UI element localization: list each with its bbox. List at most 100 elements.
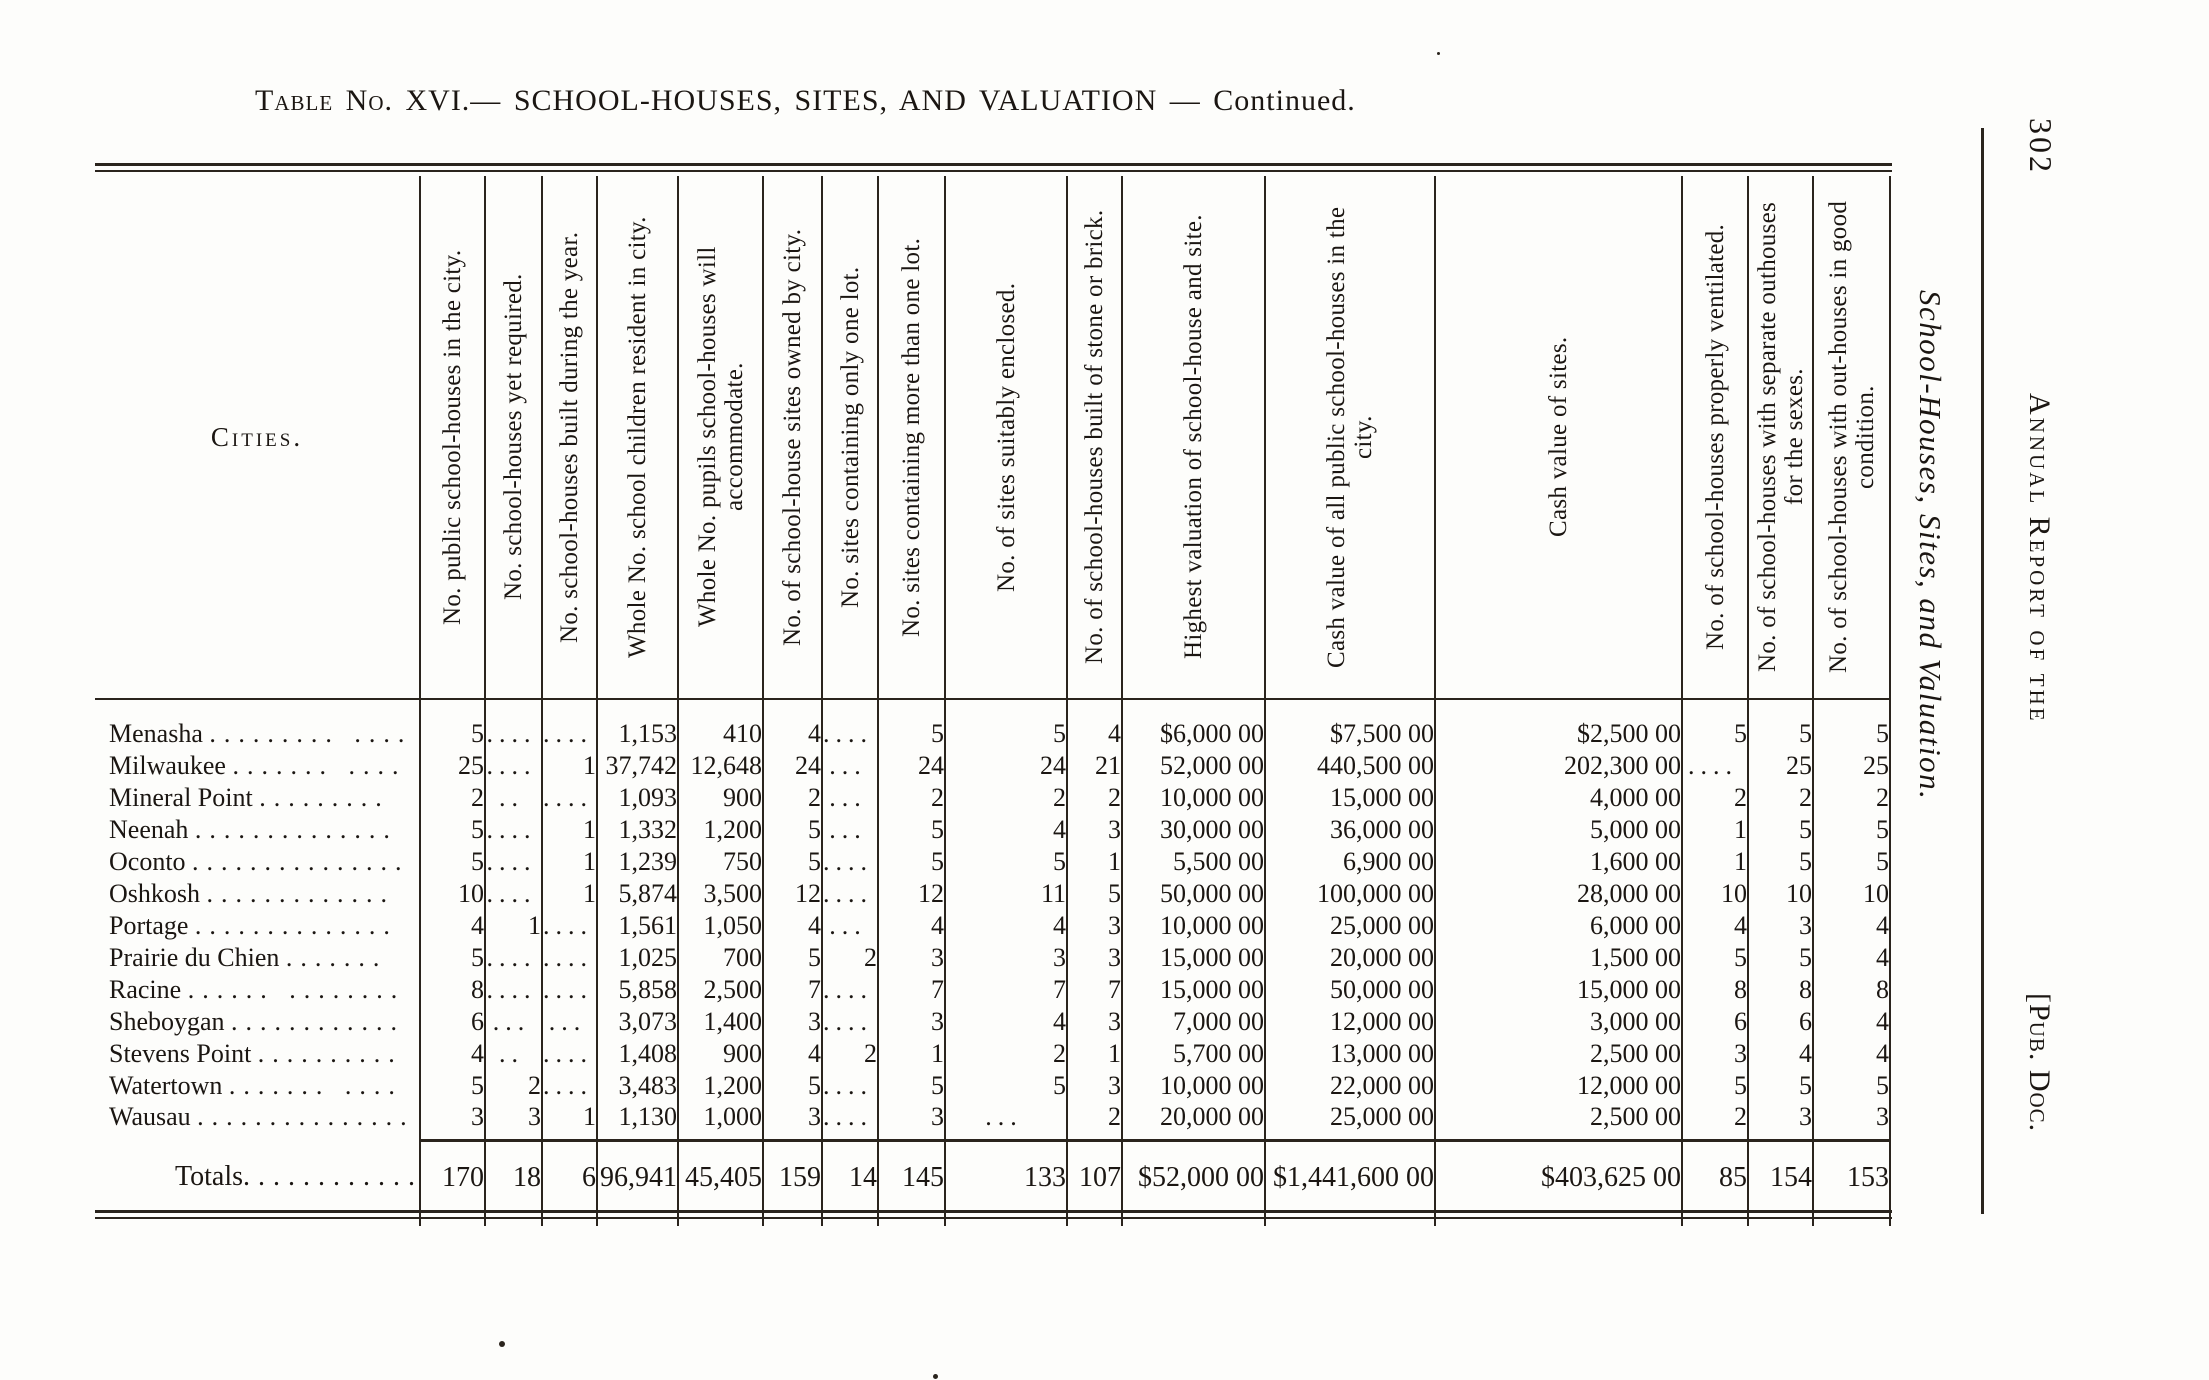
- table-cell: ...: [821, 812, 878, 844]
- table-cell: 5,874: [596, 876, 678, 908]
- table-cell: 1,130: [596, 1100, 678, 1141]
- table-cell: 10: [1681, 876, 1748, 908]
- header-row: Cities. No. public school-houses in the …: [95, 176, 1891, 700]
- table-cell: 1,500 00: [1434, 940, 1682, 972]
- table-cell: 1,400: [677, 1004, 763, 1036]
- city-name: Milwaukee: [109, 751, 226, 780]
- table-cell: 3: [1066, 812, 1122, 844]
- title-prefix: Table No. XVI.—: [255, 84, 502, 117]
- column-header-text: Highest valuation of school-house and si…: [1180, 214, 1207, 660]
- table-cell: 4: [944, 1004, 1067, 1036]
- margin-divider-rule: [1981, 128, 1984, 1214]
- table-cell: 6,900 00: [1264, 844, 1435, 876]
- table-cell: 3,073: [596, 1004, 678, 1036]
- table-cell: 5: [762, 812, 822, 844]
- totals-cell: $1,441,600 00: [1264, 1139, 1435, 1226]
- table-cell: 5: [1812, 844, 1891, 876]
- table-cell: 1,093: [596, 780, 678, 812]
- city-cell: Stevens Point ..........: [95, 1036, 420, 1068]
- city-name: Watertown: [109, 1071, 223, 1100]
- table-cell: 6: [1681, 1004, 1748, 1036]
- column-header-text: No. of school-house sites owned by city.: [779, 228, 806, 646]
- city-cell: Menasha ......... ....: [95, 699, 420, 748]
- table-cell: 3: [419, 1100, 485, 1141]
- table-cell: 5: [762, 940, 822, 972]
- table-cell: 12,000 00: [1434, 1068, 1682, 1100]
- column-header: No. sites containing more than one lot.: [877, 176, 945, 700]
- table-cell: 750: [677, 844, 763, 876]
- table-cell: 5: [1812, 812, 1891, 844]
- table-cell: 1,200: [677, 812, 763, 844]
- table-cell: 1,025: [596, 940, 678, 972]
- table-cell: 8: [1681, 972, 1748, 1004]
- table-cell: 2: [1681, 1100, 1748, 1141]
- table-cell: 4: [1812, 940, 1891, 972]
- leader-dots: ....... ....: [228, 1071, 403, 1100]
- table-cell: 2: [1066, 1100, 1122, 1141]
- running-head: Annual Report of the: [2023, 393, 2056, 724]
- table-cell: 410: [677, 699, 763, 748]
- title-main: SCHOOL-HOUSES, SITES, AND VALUATION: [501, 84, 1170, 117]
- city-name: Portage: [109, 911, 189, 940]
- table-row: Stevens Point .......... 4...... 1,408 900 4…: [95, 1036, 1891, 1068]
- table-cell: $7,500 00: [1264, 699, 1435, 748]
- table-cell: 25,000 00: [1264, 1100, 1435, 1141]
- table-cell: 11: [944, 876, 1067, 908]
- leader-dots: .............: [206, 879, 396, 908]
- table-cell: 900: [677, 1036, 763, 1068]
- table-cell: 50,000 00: [1264, 972, 1435, 1004]
- table-cell: $6,000 00: [1121, 699, 1265, 748]
- report-table: Cities. No. public school-houses in the …: [95, 176, 1891, 1226]
- table-cell: 3: [1066, 1068, 1122, 1100]
- column-header-text: Whole No. school children resident in ci…: [624, 216, 651, 658]
- table-cell: 1: [541, 748, 597, 780]
- table-cell: 5: [1747, 699, 1813, 748]
- table-cell: 5: [1747, 940, 1813, 972]
- table-cell: 8: [1747, 972, 1813, 1004]
- scan-speck: [1437, 52, 1440, 55]
- table-cell: 7: [762, 972, 822, 1004]
- table-cell: 50,000 00: [1121, 876, 1265, 908]
- table-cell: 2: [1812, 780, 1891, 812]
- table-cell: 3: [762, 1100, 822, 1141]
- table-cell: 15,000 00: [1434, 972, 1682, 1004]
- column-header: No. of sites suitably enclosed.: [944, 176, 1067, 700]
- table-cell: 3: [877, 1100, 945, 1141]
- totals-label-text: Totals: [175, 1161, 244, 1193]
- table-cell: 4,000 00: [1434, 780, 1682, 812]
- table-cell: 21: [1066, 748, 1122, 780]
- table-cell: 2: [1681, 780, 1748, 812]
- table-cell: ....: [541, 1036, 597, 1068]
- city-name: Neenah: [109, 815, 189, 844]
- table-cell: 3: [1066, 908, 1122, 940]
- table-cell: 3: [1066, 1004, 1122, 1036]
- table-cell: 5: [944, 699, 1067, 748]
- table-cell: 4: [1747, 1036, 1813, 1068]
- leader-dots: ......... ....: [209, 719, 413, 748]
- column-header: No. sites containing only one lot.: [821, 176, 878, 700]
- table-cell: 10,000 00: [1121, 780, 1265, 812]
- table-cell: 10: [419, 876, 485, 908]
- city-cell: Milwaukee ....... ....: [95, 748, 420, 780]
- leader-dots: ...............: [192, 847, 410, 876]
- table-cell: 5,000 00: [1434, 812, 1682, 844]
- column-header: Whole No. pupils school-houses will acco…: [677, 176, 763, 700]
- table-cell: 1,239: [596, 844, 678, 876]
- city-name: Mineral Point: [109, 783, 253, 812]
- table-cell: 6: [1747, 1004, 1813, 1036]
- table-cell: 5,700 00: [1121, 1036, 1265, 1068]
- page-number: 302: [2023, 118, 2059, 175]
- table-cell: 25: [1747, 748, 1813, 780]
- table-cell: 5: [877, 699, 945, 748]
- column-header: Highest valuation of school-house and si…: [1121, 176, 1265, 700]
- table-body: Menasha ......... .... 5........ 1,153 410 4…: [95, 699, 1891, 1226]
- table-cell: 1: [1681, 812, 1748, 844]
- table-cell: 5: [944, 844, 1067, 876]
- column-header: Cash value of sites.: [1434, 176, 1682, 700]
- leader-dots: ..........: [257, 1039, 403, 1068]
- table-cell: 3,483: [596, 1068, 678, 1100]
- table-cell: ...: [541, 1004, 597, 1036]
- table-cell: 5: [1747, 844, 1813, 876]
- table-cell: ....: [484, 876, 542, 908]
- table-cell: ..: [484, 1036, 542, 1068]
